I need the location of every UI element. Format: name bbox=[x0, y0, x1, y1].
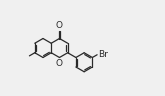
Text: Br: Br bbox=[98, 50, 108, 59]
Text: O: O bbox=[56, 59, 63, 68]
Text: O: O bbox=[56, 22, 63, 31]
